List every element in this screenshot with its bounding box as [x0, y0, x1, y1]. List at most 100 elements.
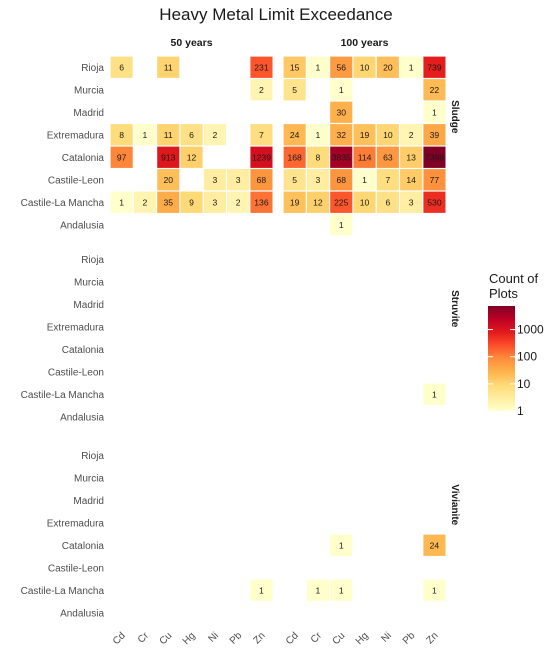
cell-value-label: 13	[406, 152, 416, 162]
y-axis: Rioja Murcia Madrid Extremadura Catalonia Cas…	[21, 63, 105, 620]
heatmap-cell	[353, 56, 376, 78]
heatmap-cell	[203, 124, 226, 146]
cell-value-label: 30	[336, 107, 346, 117]
cell-value-label: 2	[212, 130, 217, 140]
x-tick-label: Zn	[252, 630, 268, 646]
x-tick-label: Cr	[309, 630, 325, 646]
cell-value-label: 1	[143, 130, 148, 140]
heatmap-cell	[133, 124, 156, 146]
cell-value-label: 8	[119, 130, 124, 140]
cell-value-label: 6	[189, 130, 194, 140]
cell-value-label: 1	[316, 585, 321, 595]
x-tick-label: Cr	[136, 630, 152, 646]
cell-value-label: 114	[358, 152, 372, 162]
cell-value-label: 3	[316, 175, 321, 185]
cell-value-label: 1	[339, 85, 344, 95]
heatmap-cell	[400, 56, 423, 78]
cell-value-label: 136	[254, 197, 269, 207]
heatmap-cell	[157, 56, 180, 78]
heatmap-cell	[330, 534, 353, 556]
heatmap-cell	[180, 191, 203, 213]
heatmap-cell	[203, 169, 226, 191]
cell-value-label: 1	[432, 389, 437, 399]
heatmap-cell	[353, 146, 376, 168]
cell-value-label: 3835	[332, 152, 351, 162]
heatmap-cell	[376, 191, 399, 213]
heatmap-cell	[423, 101, 446, 123]
cell-value-label: 6	[119, 62, 124, 72]
cell-value-label: 5	[292, 85, 297, 95]
heatmap-cell	[203, 191, 226, 213]
y-tick-label: Castile-La Mancha	[21, 390, 105, 401]
cell-value-label: 19	[360, 130, 370, 140]
cell-value-label: 9	[189, 197, 194, 207]
row-facet-label: Vivianite	[449, 484, 460, 525]
column-facet-label: 100 years	[341, 37, 389, 49]
x-tick-label: Pb	[228, 630, 245, 647]
heatmap-cell	[250, 579, 273, 601]
heatmap-cell	[157, 169, 180, 191]
cell-value-label: 11	[164, 130, 173, 140]
heatmap-cell	[283, 56, 306, 78]
row-facet-label: Struvite	[449, 290, 460, 328]
cell-value-label: 7	[259, 130, 264, 140]
heatmap-cell	[423, 579, 446, 601]
y-tick-label: Castile-Leon	[48, 563, 104, 574]
cell-value-label: 68	[257, 175, 267, 185]
x-tick-label: Cu	[331, 630, 348, 647]
heatmap-cell	[250, 56, 273, 78]
cell-value-label: 1	[316, 62, 321, 72]
cell-value-label: 1	[339, 585, 344, 595]
y-tick-label: Murcia	[74, 85, 104, 96]
cell-value-label: 11	[164, 62, 173, 72]
cell-value-label: 1	[432, 107, 437, 117]
heatmap-cell	[180, 146, 203, 168]
heatmap-cell	[400, 146, 423, 168]
x-tick-label: Hg	[354, 630, 371, 647]
cell-value-label: 739	[427, 62, 442, 72]
y-tick-label: Catalonia	[62, 541, 105, 552]
legend-tick-label: 10	[517, 377, 531, 391]
heatmap-cell	[330, 169, 353, 191]
heatmap-cell	[250, 79, 273, 101]
heatmap-cell	[423, 146, 446, 168]
cell-value-label: 231	[254, 62, 269, 72]
row-facet-label: Sludge	[449, 100, 460, 134]
heatmap-cell	[330, 214, 353, 236]
cell-value-label: 3	[236, 175, 241, 185]
heatmap-cell	[283, 191, 306, 213]
y-tick-label: Rioja	[81, 451, 104, 462]
y-tick-label: Andalusia	[60, 608, 104, 619]
legend-tick-label: 1	[517, 404, 524, 418]
cell-value-label: 7	[385, 175, 390, 185]
x-tick-label: Zn	[425, 630, 441, 646]
legend-tick-label: 1000	[517, 323, 544, 337]
cell-value-label: 1	[316, 130, 321, 140]
heatmap-cell	[283, 124, 306, 146]
cell-value-label: 8	[316, 152, 321, 162]
heatmap-cell	[330, 56, 353, 78]
cell-value-label: 32	[336, 130, 346, 140]
cell-value-label: 2	[236, 197, 241, 207]
cell-value-label: 913	[161, 152, 176, 162]
heatmap-cell	[306, 56, 329, 78]
heatmap-cell	[400, 124, 423, 146]
cell-value-label: 77	[430, 175, 440, 185]
y-tick-label: Andalusia	[60, 412, 104, 423]
heatmap-cell	[353, 169, 376, 191]
heatmap-cell	[306, 191, 329, 213]
y-tick-label: Madrid	[73, 108, 104, 119]
x-tick-label: Hg	[181, 630, 198, 647]
heatmap-cell	[353, 124, 376, 146]
y-tick-label: Madrid	[73, 496, 104, 507]
heatmap-cell	[400, 191, 423, 213]
y-tick-label: Castile-Leon	[48, 175, 104, 186]
cell-value-label: 2	[409, 130, 414, 140]
cell-value-label: 1	[362, 175, 367, 185]
row-facet-labels: Sludge Struvite Vivianite	[449, 100, 460, 526]
chart-title: Heavy Metal Limit Exceedance	[159, 5, 392, 24]
heatmap-cell	[157, 191, 180, 213]
cell-value-label: 3	[212, 197, 217, 207]
heatmap-cell	[250, 169, 273, 191]
